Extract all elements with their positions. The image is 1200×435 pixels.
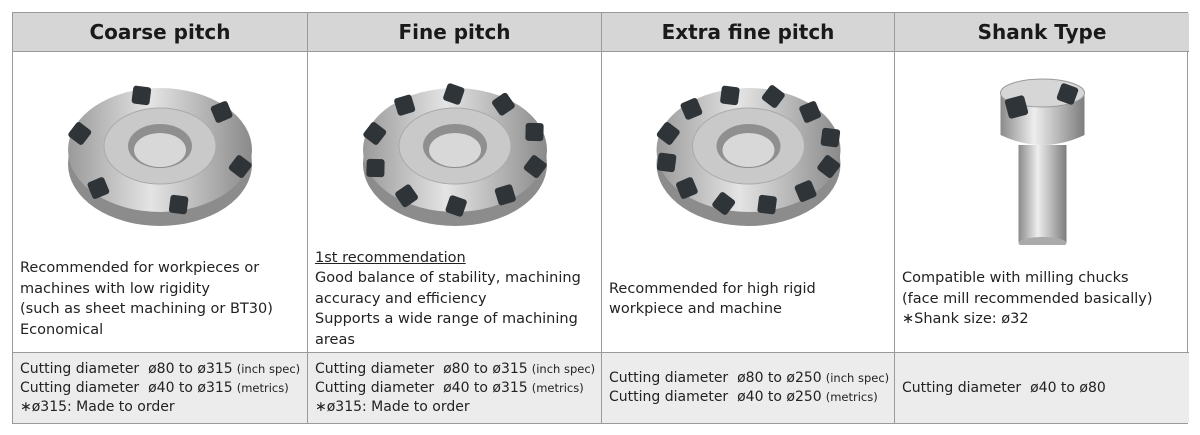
spec-line: Cutting diameter ø40 to ø315 (metrics): [315, 379, 601, 398]
description-line: Supports a wide range of machining: [315, 311, 578, 328]
shank-image: [1000, 78, 1085, 249]
spec-line: Cutting diameter ø80 to ø250 (inch spec): [609, 369, 894, 388]
recommendation: 1st recommendation: [315, 249, 466, 266]
spec-line: ∗ø315: Made to order: [315, 398, 601, 417]
description-line: Good balance of stability, machining: [315, 270, 581, 287]
comparison-table: Coarse pitch Recommended for workpieces …: [12, 12, 1189, 424]
spec-note: (metrics): [236, 380, 289, 395]
spec-note: (inch spec): [531, 361, 596, 376]
cutter-image: [68, 85, 252, 226]
description-line: Recommended for workpieces or: [20, 260, 260, 276]
spec-text: Cutting diameter ø40 to ø250: [609, 389, 822, 405]
spec-note: (inch spec): [825, 371, 890, 385]
spec-line: Cutting diameter ø80 to ø315 (inch spec): [20, 360, 307, 379]
product-image: [895, 55, 1189, 249]
description-line: (such as sheet machining or BT30): [20, 301, 273, 317]
column: Extra fine pitch Recommended for high ri…: [601, 13, 894, 423]
spec-text: Cutting diameter ø40 to ø80: [902, 379, 1106, 396]
column-title: Shank Type: [895, 13, 1189, 52]
spec-note: (metrics): [825, 390, 878, 404]
spec-text: Cutting diameter ø80 to ø315: [20, 360, 233, 377]
description-line: machines with low rigidity: [20, 280, 210, 297]
description-line: Economical: [20, 321, 104, 338]
cutter-image: [363, 83, 547, 226]
spec-line: ∗ø315: Made to order: [20, 398, 307, 417]
description-line: accuracy and efficiency: [315, 290, 487, 307]
description-line: (face mill recommended basically): [902, 290, 1153, 307]
description: Recommended for high rigid workpiece and …: [609, 245, 890, 353]
description: Recommended for workpieces or machines wi…: [20, 245, 303, 353]
spec-text: Cutting diameter ø40 to ø315: [20, 379, 233, 396]
description: Compatible with milling chucks (face mill…: [902, 245, 1185, 353]
spec-text: ∗ø315: Made to order: [20, 398, 175, 415]
description-line: ∗Shank size: ø32: [902, 311, 1029, 328]
spec-note: (inch spec): [236, 361, 301, 376]
spec-cell: Cutting diameter ø40 to ø80: [895, 352, 1189, 423]
description-line: workpiece and machine: [609, 301, 782, 317]
spec-line: Cutting diameter ø80 to ø315 (inch spec): [315, 360, 601, 379]
spec-text: Cutting diameter ø80 to ø315: [315, 360, 528, 377]
spec-text: Cutting diameter ø40 to ø315: [315, 379, 528, 396]
spec-cell: Cutting diameter ø80 to ø315 (inch spec) C…: [308, 352, 601, 423]
spec-cell: Cutting diameter ø80 to ø250 (inch spec) C…: [602, 352, 894, 423]
description-line: areas: [315, 331, 355, 348]
column-title: Coarse pitch: [13, 13, 307, 52]
product-image: [13, 55, 307, 245]
column: Shank Type Compatible with milling chuck…: [894, 13, 1189, 423]
spec-note: (metrics): [531, 380, 584, 395]
spec-line: Cutting diameter ø40 to ø315 (metrics): [20, 379, 307, 398]
cutter-image: [656, 85, 841, 226]
spec-line: Cutting diameter ø40 to ø250 (metrics): [609, 388, 894, 407]
spec-text: Cutting diameter ø80 to ø250: [609, 370, 822, 386]
product-image: [602, 55, 894, 245]
product-image: [308, 55, 601, 245]
spec-cell: Cutting diameter ø80 to ø315 (inch spec) C…: [13, 352, 307, 423]
column: Fine pitch 1st recommendation Good balanc…: [307, 13, 601, 423]
column: Coarse pitch Recommended for workpieces …: [13, 13, 307, 423]
column-title: Extra fine pitch: [602, 13, 894, 52]
column-title: Fine pitch: [308, 13, 601, 52]
spec-line: Cutting diameter ø40 to ø80: [902, 379, 1189, 398]
spec-text: ∗ø315: Made to order: [315, 398, 470, 415]
description-line: Compatible with milling chucks: [902, 270, 1129, 287]
description-line: Recommended for high rigid: [609, 280, 816, 297]
description: 1st recommendation Good balance of stabil…: [315, 245, 597, 353]
